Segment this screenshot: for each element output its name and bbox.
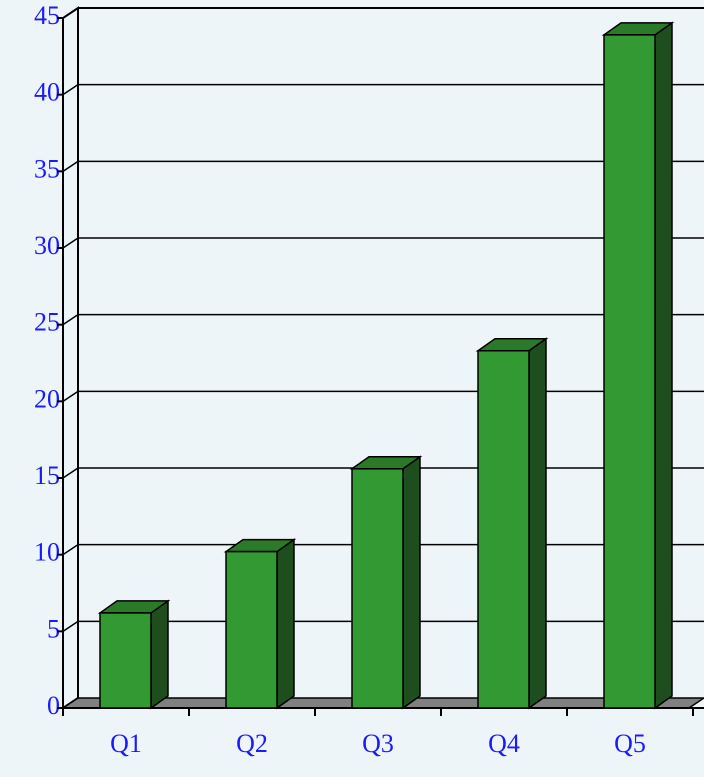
y-tick-label: 0	[47, 691, 60, 720]
bar	[351, 468, 404, 709]
y-tick-label: 20	[34, 384, 60, 413]
left-wall	[62, 6, 79, 710]
grid-line	[62, 313, 704, 326]
x-tick-label: Q4	[488, 729, 520, 758]
grid-line	[62, 160, 704, 172]
bar-side	[276, 538, 295, 710]
x-tick-label: Q3	[362, 729, 394, 758]
y-tick-label: 25	[34, 308, 60, 337]
bar-side	[528, 337, 547, 710]
bar-side	[150, 599, 169, 710]
x-tick-label: Q5	[614, 729, 646, 758]
grid-line	[62, 83, 704, 96]
bar	[477, 349, 530, 709]
y-tick-label: 45	[34, 1, 60, 30]
bar	[603, 34, 656, 709]
y-tick-label: 10	[34, 538, 60, 567]
bar	[99, 612, 152, 709]
bar-side	[654, 21, 673, 710]
y-tick-label: 30	[34, 231, 60, 260]
grid-line	[62, 7, 704, 19]
y-tick-label: 5	[47, 614, 60, 643]
bar	[225, 550, 278, 709]
y-tick-label: 40	[34, 78, 60, 107]
x-tick-label: Q2	[236, 729, 268, 758]
y-tick-label: 35	[34, 154, 60, 183]
y-tick-label: 15	[34, 461, 60, 490]
grid-line	[62, 237, 704, 249]
x-tick-label: Q1	[110, 729, 142, 758]
bar-side	[402, 455, 421, 710]
